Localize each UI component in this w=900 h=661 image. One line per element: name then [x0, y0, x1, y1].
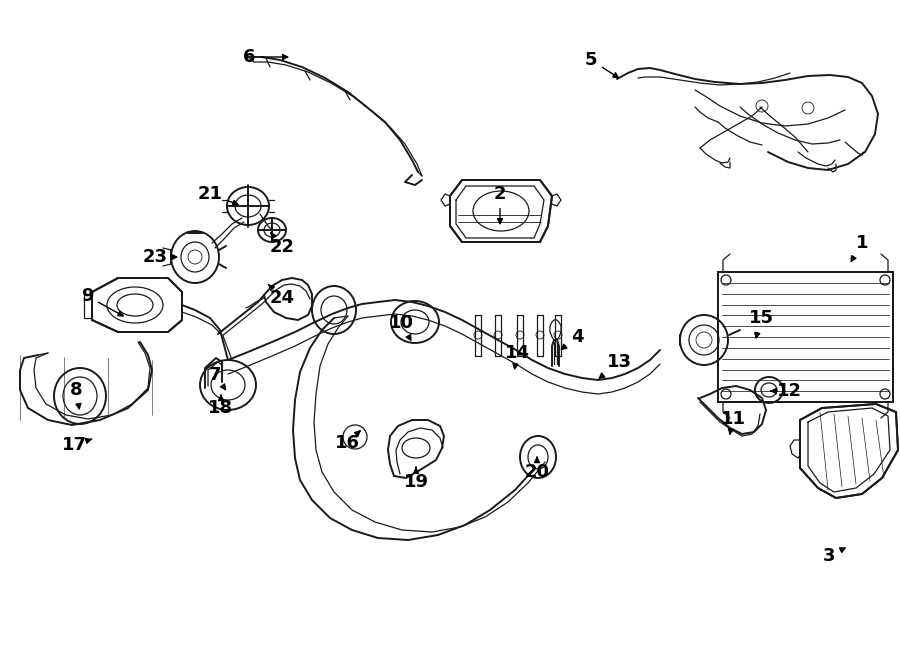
Text: 24: 24 — [268, 284, 294, 307]
Text: 22: 22 — [269, 233, 294, 256]
Text: 5: 5 — [585, 51, 618, 77]
Text: 4: 4 — [562, 328, 583, 349]
Text: 15: 15 — [749, 309, 773, 338]
Text: 21: 21 — [197, 185, 238, 205]
Polygon shape — [718, 272, 893, 402]
Polygon shape — [800, 404, 898, 498]
Text: 20: 20 — [525, 457, 550, 481]
Text: 1: 1 — [851, 234, 868, 261]
Text: 8: 8 — [69, 381, 82, 408]
Text: 16: 16 — [335, 431, 360, 452]
Text: 19: 19 — [403, 467, 428, 491]
Text: 2: 2 — [494, 185, 506, 223]
Text: 14: 14 — [505, 344, 529, 369]
Text: 17: 17 — [61, 436, 92, 454]
Text: 12: 12 — [770, 382, 802, 400]
Text: 7: 7 — [209, 366, 226, 389]
Text: 3: 3 — [823, 547, 845, 565]
Text: 9: 9 — [81, 287, 123, 316]
Text: 11: 11 — [721, 410, 745, 434]
Text: 23: 23 — [142, 248, 176, 266]
Text: 10: 10 — [389, 314, 413, 340]
Text: 18: 18 — [209, 395, 234, 417]
Polygon shape — [92, 278, 182, 332]
Text: 13: 13 — [599, 353, 632, 378]
Text: 6: 6 — [243, 48, 288, 66]
Polygon shape — [450, 180, 552, 242]
